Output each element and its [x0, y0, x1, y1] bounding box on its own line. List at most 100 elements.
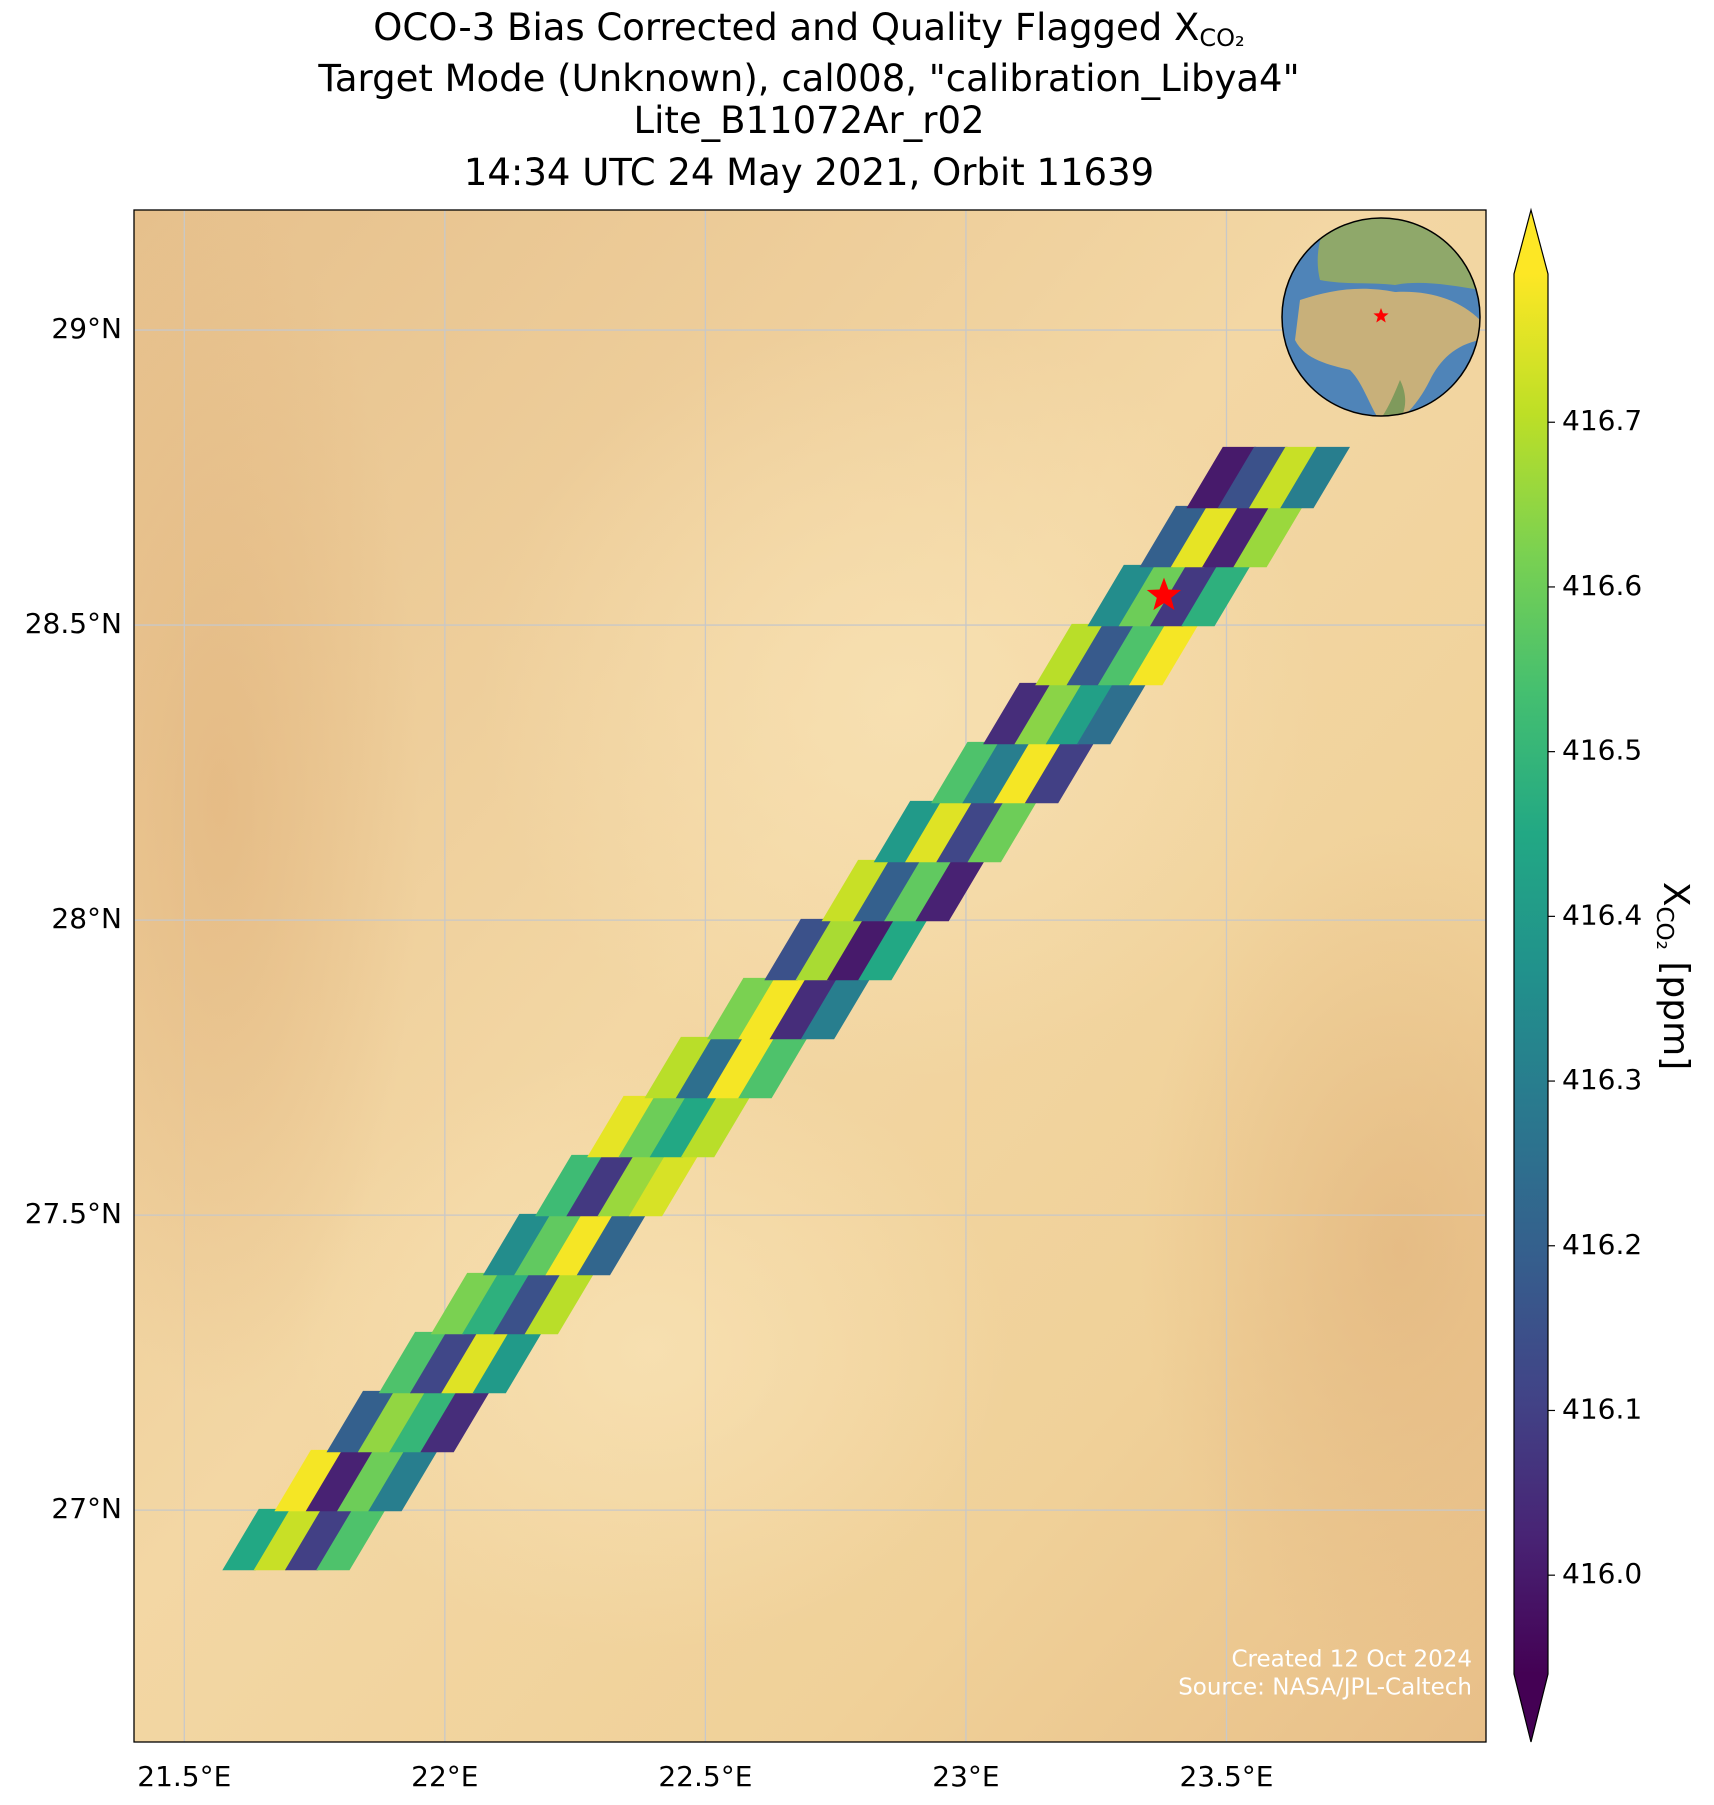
sounding: [1181, 564, 1251, 627]
sounding: [597, 1154, 668, 1217]
chart-title: Target Mode (Unknown), cal008, "calibrat…: [317, 57, 1299, 100]
sounding: [1118, 564, 1189, 627]
sounding: [649, 1095, 720, 1158]
sounding: [587, 1095, 657, 1158]
sounding: [482, 1213, 553, 1276]
sounding: [1076, 682, 1147, 745]
x-tick-label: 23.5°E: [1179, 1760, 1273, 1793]
title-text: OCO-3 Bias Corrected and Quality Flagged…: [373, 6, 1199, 49]
sounding: [284, 1508, 355, 1571]
sounding: [1097, 623, 1168, 686]
x-tick-label: 22.5°E: [658, 1760, 752, 1793]
colorbar-tick-label: 416.4: [1562, 898, 1642, 931]
globe-land: [1380, 380, 1406, 416]
credit-text: Source: NASA/JPL-Caltech: [1178, 1675, 1472, 1701]
sounding: [1280, 446, 1350, 509]
sounding: [769, 977, 840, 1040]
sounding: [357, 1390, 428, 1453]
title-text: Target Mode (Unknown), cal008, "calibrat…: [317, 57, 1299, 100]
sounding: [936, 800, 1007, 863]
colorbar-label: XCO₂ [ppm]: [1652, 882, 1697, 1070]
title-text: Lite_B11072Ar_r02: [633, 99, 984, 142]
title-subscript: CO₂: [1199, 24, 1244, 52]
sounding: [884, 859, 954, 922]
y-tick-label: 27°N: [51, 1492, 122, 1525]
colorbar-tick-label: 416.6: [1562, 569, 1642, 602]
sounding: [967, 800, 1038, 863]
sounding: [764, 918, 835, 981]
globe-outline: [1281, 217, 1481, 417]
sounding: [337, 1449, 407, 1512]
sounding: [873, 800, 944, 863]
sounding: [738, 1036, 808, 1099]
y-tick-label: 27.5°N: [25, 1197, 122, 1230]
sounding: [441, 1331, 511, 1394]
terrain: [290, 1050, 1010, 1650]
colorbar-tick-label: 416.0: [1562, 1557, 1642, 1590]
terrain: [480, 320, 1320, 1080]
sounding: [368, 1449, 439, 1512]
sounding: [305, 1449, 376, 1512]
colorbar-extend-min: [1514, 1674, 1548, 1742]
sounding: [545, 1213, 616, 1276]
sounding: [326, 1390, 397, 1453]
title-text: 14:34 UTC 24 May 2021, Orbit 11639: [464, 151, 1154, 194]
sounding: [852, 859, 923, 922]
sounding: [389, 1390, 459, 1453]
sounding: [983, 682, 1053, 745]
colorbar-tick-label: 416.2: [1562, 1228, 1642, 1261]
sounding: [1186, 446, 1257, 509]
chart-title: Lite_B11072Ar_r02: [633, 99, 984, 142]
sounding: [514, 1213, 584, 1276]
colorbar-label-subscript: CO₂: [1652, 906, 1678, 949]
colorbar-label-suffix: [ppm]: [1655, 950, 1696, 1070]
sounding: [707, 1036, 777, 1099]
sounding: [1129, 623, 1199, 686]
sounding: [1202, 505, 1272, 568]
sounding: [462, 1272, 532, 1335]
y-tick-label: 28°N: [51, 902, 122, 935]
sounding: [821, 859, 892, 922]
sounding: [1139, 505, 1210, 568]
sounding: [430, 1272, 501, 1335]
sounding: [1217, 446, 1288, 509]
sounding: [1035, 623, 1106, 686]
colorbar-tick-label: 416.3: [1562, 1063, 1642, 1096]
sounding: [738, 977, 808, 1040]
target-marker: [1146, 577, 1182, 611]
sounding: [962, 741, 1033, 804]
sounding: [628, 1154, 699, 1217]
colorbar-tick-label: 416.7: [1562, 404, 1642, 437]
colorbar-label-text: X: [1655, 882, 1696, 907]
sounding: [566, 1154, 637, 1217]
sounding: [1024, 741, 1095, 804]
map-area: [134, 210, 1486, 1742]
x-tick-label: 21.5°E: [137, 1760, 231, 1793]
sounding: [905, 800, 975, 863]
colorbar-gradient: [1514, 274, 1548, 1674]
sounding: [409, 1331, 480, 1394]
sounding: [618, 1095, 689, 1158]
colorbar-extend-max: [1514, 210, 1548, 274]
globe-target-marker: [1373, 308, 1389, 323]
sounding: [826, 918, 897, 981]
sounding: [576, 1213, 647, 1276]
sounding: [993, 741, 1064, 804]
terrain: [134, 210, 420, 1400]
y-tick-label: 28.5°N: [25, 607, 122, 640]
colorbar-frame: [1513, 207, 1549, 1743]
sounding: [316, 1508, 386, 1571]
sounding: [524, 1272, 595, 1335]
y-tick-label: 29°N: [51, 312, 122, 345]
chart-title: 14:34 UTC 24 May 2021, Orbit 11639: [464, 151, 1154, 194]
sounding: [800, 977, 871, 1040]
sounding: [675, 1036, 746, 1099]
sounding: [535, 1154, 605, 1217]
sounding: [274, 1449, 345, 1512]
sounding: [1170, 505, 1241, 568]
sounding: [1248, 446, 1319, 509]
sounding: [493, 1272, 564, 1335]
sounding: [1045, 682, 1116, 745]
sounding: [1149, 564, 1220, 627]
